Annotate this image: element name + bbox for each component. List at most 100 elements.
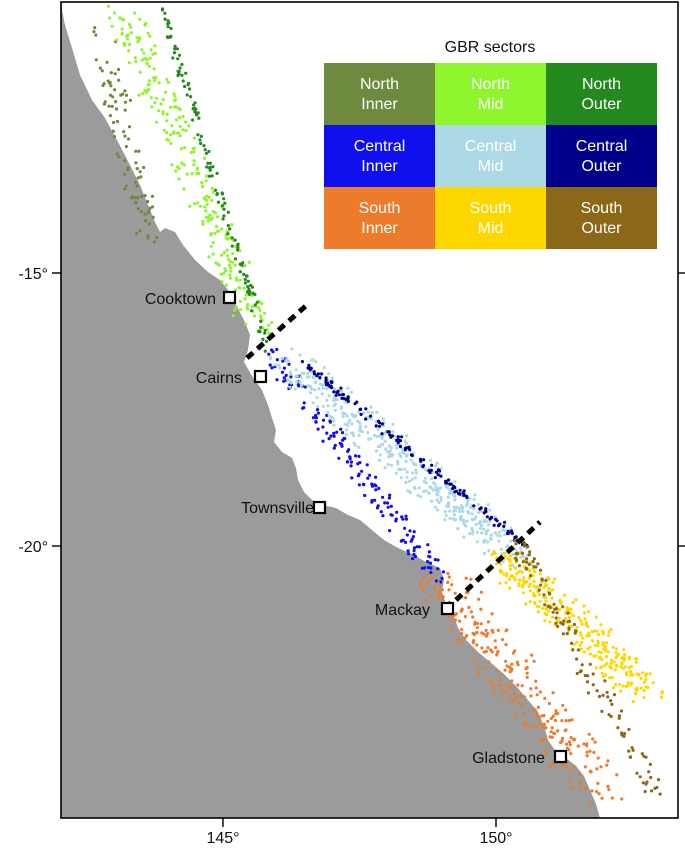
reef-point <box>207 255 211 259</box>
reef-point <box>480 646 484 650</box>
reef-point <box>453 498 457 502</box>
city-label: Cooktown <box>145 291 216 308</box>
reef-point <box>326 386 330 390</box>
reef-point <box>596 644 600 648</box>
reef-point <box>263 331 267 335</box>
reef-point <box>444 480 448 484</box>
reef-point <box>195 167 199 171</box>
reef-point <box>628 755 632 760</box>
reef-point <box>427 469 431 473</box>
reef-point <box>622 648 626 652</box>
reef-point <box>504 659 508 663</box>
reef-point <box>651 681 655 685</box>
reef-point <box>580 663 584 667</box>
reef-point <box>447 588 451 592</box>
reef-point <box>582 742 586 746</box>
reef-point <box>133 196 137 200</box>
reef-point <box>302 401 306 405</box>
reef-point <box>321 404 325 408</box>
reef-point <box>507 577 511 582</box>
reef-point <box>278 366 282 370</box>
legend-label: Central <box>465 138 517 155</box>
reef-point <box>145 200 150 204</box>
reef-point <box>353 443 357 448</box>
reef-point <box>482 632 486 636</box>
reef-point <box>508 685 513 689</box>
reef-point <box>242 272 246 276</box>
reef-point <box>443 518 447 522</box>
reef-point <box>537 588 541 592</box>
reef-point <box>614 647 619 651</box>
reef-point <box>514 542 518 546</box>
reef-point <box>320 392 324 396</box>
reef-point <box>374 488 378 492</box>
reef-point <box>596 756 600 760</box>
reef-point <box>427 554 431 558</box>
reef-point <box>148 34 152 38</box>
reef-point <box>595 629 599 633</box>
reef-point <box>314 420 318 424</box>
reef-point <box>403 448 407 452</box>
reef-point <box>456 527 460 531</box>
reef-point <box>226 210 230 214</box>
reef-point <box>519 694 523 698</box>
reef-point <box>330 386 334 390</box>
reef-point <box>449 491 453 495</box>
reef-point <box>129 25 133 29</box>
reef-point <box>144 21 148 26</box>
reef-point <box>163 11 167 15</box>
reef-point <box>349 460 353 464</box>
reef-point <box>386 463 390 467</box>
reef-point <box>531 574 535 578</box>
reef-point <box>414 468 418 472</box>
reef-point <box>510 662 514 666</box>
reef-point <box>587 634 591 638</box>
reef-point <box>444 513 448 517</box>
reef-point <box>394 471 398 475</box>
reef-point <box>585 750 589 754</box>
reef-point <box>511 553 515 557</box>
reef-point <box>286 359 291 363</box>
reef-point <box>391 453 395 457</box>
reef-point <box>368 473 372 477</box>
reef-point <box>409 539 413 543</box>
reef-point <box>311 401 315 405</box>
reef-point <box>236 246 240 250</box>
reef-point <box>321 386 325 390</box>
reef-point <box>552 731 557 736</box>
reef-point <box>361 482 366 486</box>
reef-point <box>387 496 391 500</box>
reef-point <box>561 632 565 636</box>
reef-point <box>140 58 144 62</box>
legend-label: Mid <box>478 220 504 237</box>
reef-point <box>524 659 528 663</box>
reef-point <box>152 240 157 244</box>
reef-point <box>630 664 634 669</box>
reef-point <box>309 366 313 370</box>
reef-point <box>236 248 240 252</box>
reef-point <box>591 672 595 676</box>
reef-point <box>222 207 226 211</box>
reef-point <box>114 107 119 111</box>
reef-point <box>596 639 600 643</box>
reef-point <box>163 90 168 94</box>
reef-point <box>393 434 397 438</box>
reef-point <box>137 149 141 153</box>
reef-point <box>101 83 105 88</box>
reef-point <box>554 712 558 716</box>
reef-point <box>615 663 619 667</box>
reef-point <box>209 244 213 248</box>
reef-point <box>579 631 583 635</box>
legend-label: Central <box>576 138 628 155</box>
reef-point <box>247 287 251 291</box>
reef-point <box>324 378 328 382</box>
reef-point <box>590 789 594 793</box>
reef-point <box>178 66 182 70</box>
reef-point <box>315 396 319 400</box>
reef-point <box>434 470 439 474</box>
reef-point <box>349 464 353 468</box>
reef-point <box>476 503 480 507</box>
reef-point <box>599 651 604 655</box>
reef-point <box>521 554 526 559</box>
reef-point <box>150 205 155 209</box>
